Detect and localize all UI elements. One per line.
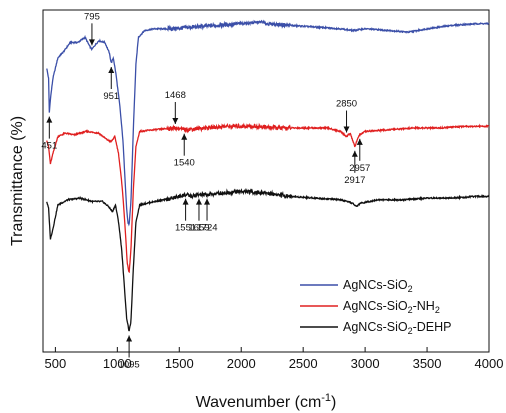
annotation-arrow-head: [181, 133, 188, 140]
x-tick-label-3000: 3000: [351, 356, 380, 371]
x-tick-label-1000: 1000: [103, 356, 132, 371]
x-tick-label-4000: 4000: [475, 356, 504, 371]
series-line-sio2: [46, 19, 490, 227]
legend: AgNCs-SiO2 AgNCs-SiO2-NH2 AgNCs-SiO2-DEH…: [300, 278, 452, 336]
plot-frame: [42, 9, 490, 353]
annotation-label: 1724: [196, 223, 217, 234]
legend-label-sio2: AgNCs-SiO2: [343, 278, 413, 294]
x-tick-label-500: 500: [45, 356, 67, 371]
annotation-arrow-head: [182, 198, 189, 205]
annotation-label: 451: [41, 141, 57, 152]
annotation-label: 1095: [119, 359, 140, 370]
annotation-label: 795: [84, 11, 100, 22]
annotation-2850: 2850: [336, 99, 357, 133]
annotation-1551: 1551: [175, 198, 196, 234]
annotation-451: 451: [41, 116, 57, 152]
annotation-arrow-head: [356, 138, 363, 145]
annotation-2917: 2917: [344, 150, 365, 186]
annotation-arrow-head: [126, 335, 133, 342]
annotation-label: 2917: [344, 175, 365, 186]
annotation-arrow-head: [88, 39, 95, 46]
annotation-arrow-head: [351, 150, 358, 157]
annotation-795: 795: [84, 11, 100, 46]
x-axis-ticks: 500 1000 1500 2000 2500 3000 3500 4000: [45, 347, 504, 371]
annotation-label: 951: [103, 91, 119, 102]
legend-label-dehp: AgNCs-SiO2-DEHP: [343, 320, 452, 336]
annotation-label: 2850: [336, 99, 357, 110]
x-tick-label-3500: 3500: [413, 356, 442, 371]
x-axis-title-superscript: -1: [321, 392, 331, 404]
annotation-arrow-head: [343, 126, 350, 133]
annotation-2957: 2957: [349, 138, 370, 174]
annotation-1659: 1659: [188, 198, 210, 234]
x-axis-title-close: ): [331, 394, 336, 411]
x-tick-label-2000: 2000: [227, 356, 256, 371]
annotation-1095: 1095: [119, 335, 140, 370]
annotation-label: 2957: [349, 163, 370, 174]
series-line-dehp: [46, 187, 490, 332]
series-line-nh2: [46, 122, 490, 274]
annotation-arrow-head: [46, 116, 53, 123]
series-layer: [46, 19, 490, 332]
annotation-arrow-head: [195, 198, 202, 205]
x-tick-label-1500: 1500: [165, 356, 194, 371]
annotation-951: 951: [103, 67, 119, 102]
annotation-1724: 1724: [196, 198, 218, 234]
annotation-1468: 1468: [165, 90, 186, 124]
annotation-arrow-head: [172, 117, 179, 124]
x-axis-title-main: Wavenumber (cm: [196, 394, 322, 411]
annotation-arrow-head: [204, 198, 211, 205]
x-axis-title: Wavenumber (cm-1): [196, 392, 337, 411]
annotation-arrow-head: [108, 67, 115, 74]
annotation-label: 1468: [165, 90, 186, 101]
legend-label-nh2: AgNCs-SiO2-NH2: [343, 299, 440, 315]
annotation-1540: 1540: [174, 133, 195, 169]
annotation-label: 1551: [175, 223, 196, 234]
x-tick-label-2500: 2500: [289, 356, 318, 371]
y-axis-title: Transmittance (%): [9, 116, 26, 246]
annotation-label: 1540: [174, 158, 195, 169]
annotation-label: 1659: [188, 223, 209, 234]
